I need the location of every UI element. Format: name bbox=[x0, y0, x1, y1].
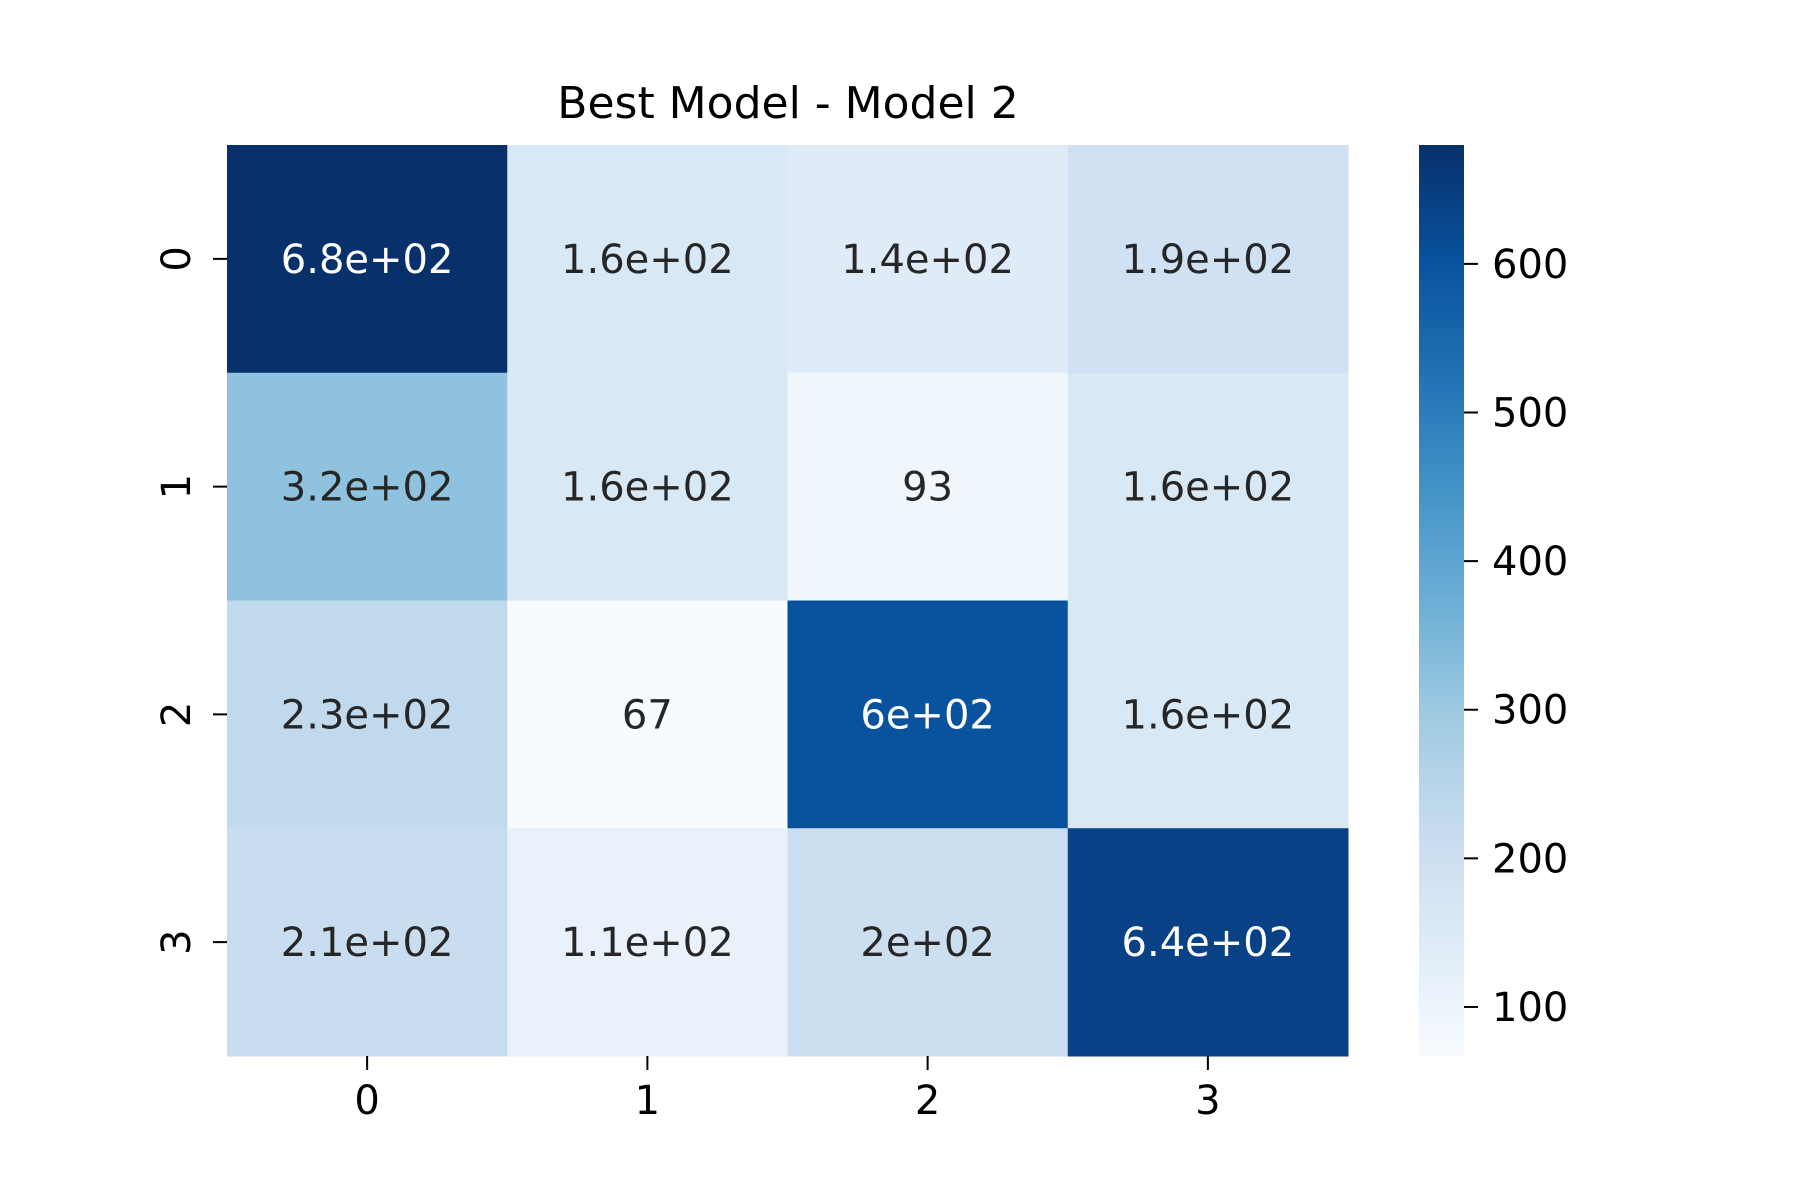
cell-value-label: 6.4e+02 bbox=[1122, 920, 1295, 966]
cell-value-label: 2e+02 bbox=[860, 920, 994, 966]
colorbar-tick-label: 200 bbox=[1492, 836, 1568, 882]
heatmap-cell bbox=[507, 145, 788, 374]
x-tick-label: 2 bbox=[915, 1078, 940, 1124]
y-tick-label: 0 bbox=[154, 246, 200, 271]
cell-value-label: 1.9e+02 bbox=[1122, 237, 1295, 283]
cell-value-label: 6.8e+02 bbox=[281, 237, 454, 283]
colorbar-tick-label: 500 bbox=[1492, 391, 1568, 437]
cell-value-label: 2.3e+02 bbox=[281, 692, 454, 738]
cell-value-label: 1.6e+02 bbox=[1122, 465, 1295, 511]
colorbar-tick-label: 400 bbox=[1492, 539, 1568, 585]
cell-value-label: 1.4e+02 bbox=[841, 237, 1014, 283]
cell-value-label: 1.1e+02 bbox=[561, 920, 734, 966]
heatmap-cell bbox=[787, 600, 1069, 829]
heatmap-cell bbox=[227, 145, 508, 374]
x-axis: 0 1 2 3 bbox=[354, 1056, 1221, 1124]
cell-value-label: 67 bbox=[622, 692, 673, 738]
colorbar-tick-label: 100 bbox=[1492, 985, 1568, 1031]
heatmap-cell bbox=[227, 372, 508, 601]
colorbar-ticks: 100 200 300 400 500 600 bbox=[1464, 242, 1568, 1031]
heatmap-cell bbox=[1067, 372, 1349, 601]
colorbar-tick-label: 600 bbox=[1492, 242, 1568, 288]
chart-title: Best Model - Model 2 bbox=[557, 78, 1018, 129]
heatmap-cell bbox=[227, 600, 508, 829]
y-tick-label: 3 bbox=[154, 929, 200, 954]
cell-value-label: 3.2e+02 bbox=[281, 465, 454, 511]
colorbar bbox=[1419, 145, 1464, 1056]
heatmap-cell bbox=[507, 372, 788, 601]
x-tick-label: 3 bbox=[1195, 1078, 1220, 1124]
heatmap-cells: 6.8e+02 1.6e+02 1.4e+02 1.9e+02 3.2e+02 1.6e+… bbox=[227, 145, 1349, 1057]
heatmap-cell bbox=[1067, 828, 1349, 1057]
cell-value-label: 93 bbox=[902, 465, 953, 511]
heatmap-cell bbox=[227, 828, 508, 1057]
heatmap-cell bbox=[787, 372, 1069, 601]
cell-value-label: 1.6e+02 bbox=[561, 465, 734, 511]
cell-value-label: 1.6e+02 bbox=[561, 237, 734, 283]
y-tick-label: 1 bbox=[154, 474, 200, 499]
y-axis: 0 1 2 3 bbox=[154, 246, 227, 955]
heatmap-cell bbox=[1067, 600, 1349, 829]
cell-value-label: 2.1e+02 bbox=[281, 920, 454, 966]
heatmap-cell bbox=[507, 828, 788, 1057]
heatmap-cell bbox=[787, 828, 1069, 1057]
cell-value-label: 1.6e+02 bbox=[1122, 692, 1295, 738]
x-tick-label: 0 bbox=[354, 1078, 379, 1124]
y-tick-label: 2 bbox=[154, 702, 200, 727]
x-tick-label: 1 bbox=[635, 1078, 660, 1124]
colorbar-tick-label: 300 bbox=[1492, 688, 1568, 734]
heatmap-cell bbox=[1067, 145, 1349, 374]
cell-value-label: 6e+02 bbox=[860, 692, 994, 738]
heatmap-cell bbox=[507, 600, 788, 829]
heatmap-cell bbox=[787, 145, 1069, 374]
